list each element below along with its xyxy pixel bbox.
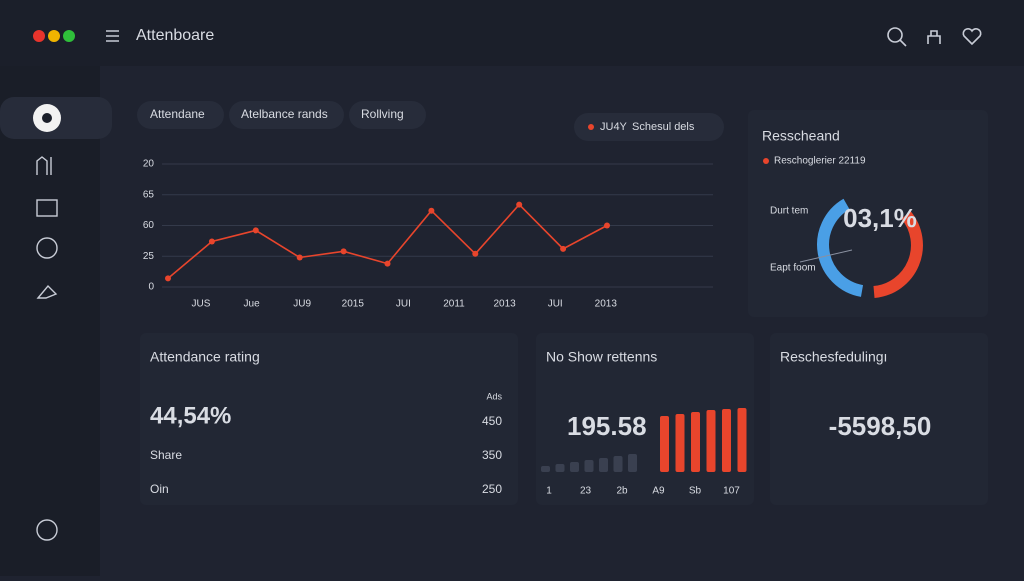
point	[208, 238, 215, 245]
row-label: Oin	[150, 482, 169, 496]
resched-card	[770, 333, 988, 505]
header-bar	[0, 0, 1024, 66]
nav-icon[interactable]	[36, 284, 58, 299]
bar	[584, 460, 594, 472]
bar	[675, 414, 685, 472]
search-icon[interactable]	[887, 27, 903, 43]
bar	[737, 408, 747, 472]
settings-icon[interactable]	[36, 519, 58, 541]
app-title: Attenboare	[136, 27, 214, 44]
x-tick-label: 2011	[443, 299, 465, 310]
attendance-card	[140, 333, 518, 505]
point	[516, 201, 523, 208]
card-title: Reschesfedulingı	[780, 349, 887, 365]
legend-label: Reschoglerier 22119	[774, 156, 866, 167]
x-tick-label: 107	[723, 486, 740, 497]
card-title: No Show rettenns	[546, 349, 657, 365]
bar	[628, 454, 637, 472]
x-tick-label: JUI	[548, 299, 563, 310]
y-tick-label: 60	[143, 220, 155, 231]
x-tick-label: 2013	[493, 299, 516, 310]
y-tick-label: 0	[148, 282, 154, 293]
schedule-chip[interactable]	[574, 113, 724, 141]
pointer	[799, 249, 853, 263]
bar	[722, 409, 731, 472]
chip-label: Schesul dels	[632, 121, 695, 133]
donut-value: 03,1%	[843, 203, 917, 233]
column-value: 350	[482, 448, 502, 462]
filter-chip[interactable]	[349, 101, 426, 129]
sidebar	[0, 66, 100, 576]
filter-label: Atelbance rands	[241, 107, 328, 121]
legend-dot	[763, 158, 769, 164]
bar	[599, 458, 608, 472]
x-tick-label: JU9	[293, 299, 311, 310]
window-max[interactable]	[63, 30, 75, 42]
bar	[570, 462, 579, 472]
point	[340, 248, 347, 255]
column-value: 450	[482, 414, 502, 428]
user-icon[interactable]	[927, 30, 941, 44]
x-tick-label: Sb	[689, 486, 702, 497]
column-header: Ads	[486, 391, 502, 401]
y-tick-label: 25	[143, 251, 155, 262]
point	[252, 227, 259, 234]
bar	[706, 410, 716, 472]
filter-label: Attendane	[150, 107, 205, 121]
point	[428, 207, 435, 214]
heart-icon[interactable]	[962, 27, 982, 46]
chip-dot	[588, 124, 594, 130]
donut-arc-blue	[817, 198, 864, 297]
card-title: Resscheand	[762, 128, 840, 144]
point	[604, 222, 610, 229]
kpi-value: -5598,50	[829, 411, 932, 441]
window-min[interactable]	[48, 30, 60, 42]
x-tick-label: 23	[580, 486, 592, 497]
x-tick-label: A9	[652, 486, 665, 497]
x-tick-label: JUS	[192, 299, 211, 310]
nav-icon[interactable]	[36, 199, 58, 217]
x-tick-label: JUI	[396, 299, 411, 310]
point	[472, 250, 479, 257]
x-tick-label: 2015	[342, 299, 365, 310]
card-title: Attendance rating	[150, 349, 260, 365]
filter-chip[interactable]	[229, 101, 344, 129]
point	[384, 260, 391, 267]
x-tick-label: 1	[546, 486, 552, 497]
x-tick-label: 2013	[595, 299, 618, 310]
y-tick-label: 65	[143, 189, 155, 200]
nav-icon[interactable]	[36, 237, 58, 259]
window-close[interactable]	[33, 30, 45, 42]
bar	[613, 456, 623, 472]
kpi-value: 44,54%	[150, 402, 231, 429]
filter-label: Rollving	[361, 107, 404, 121]
bar	[555, 464, 565, 472]
bar	[660, 416, 669, 472]
x-tick-label: 2b	[616, 486, 628, 497]
donut-card	[748, 110, 988, 317]
column-value: 250	[482, 482, 502, 496]
x-tick-label: Jue	[244, 299, 261, 310]
point	[560, 245, 567, 252]
menu-icon[interactable]	[106, 30, 119, 42]
filter-chip[interactable]	[137, 101, 224, 129]
point	[296, 254, 303, 261]
donut-label: Eapt foom	[770, 263, 816, 274]
donut-label: Durt tem	[770, 206, 808, 217]
kpi-value: 195.58	[567, 411, 647, 441]
y-tick-label: 20	[143, 159, 155, 170]
bar	[541, 466, 550, 472]
nav-icon[interactable]	[36, 156, 52, 175]
point	[165, 275, 171, 282]
chip-code: JU4Y	[600, 121, 628, 133]
row-label: Share	[150, 448, 182, 462]
bar	[691, 412, 700, 472]
donut-arc-red	[873, 211, 923, 298]
